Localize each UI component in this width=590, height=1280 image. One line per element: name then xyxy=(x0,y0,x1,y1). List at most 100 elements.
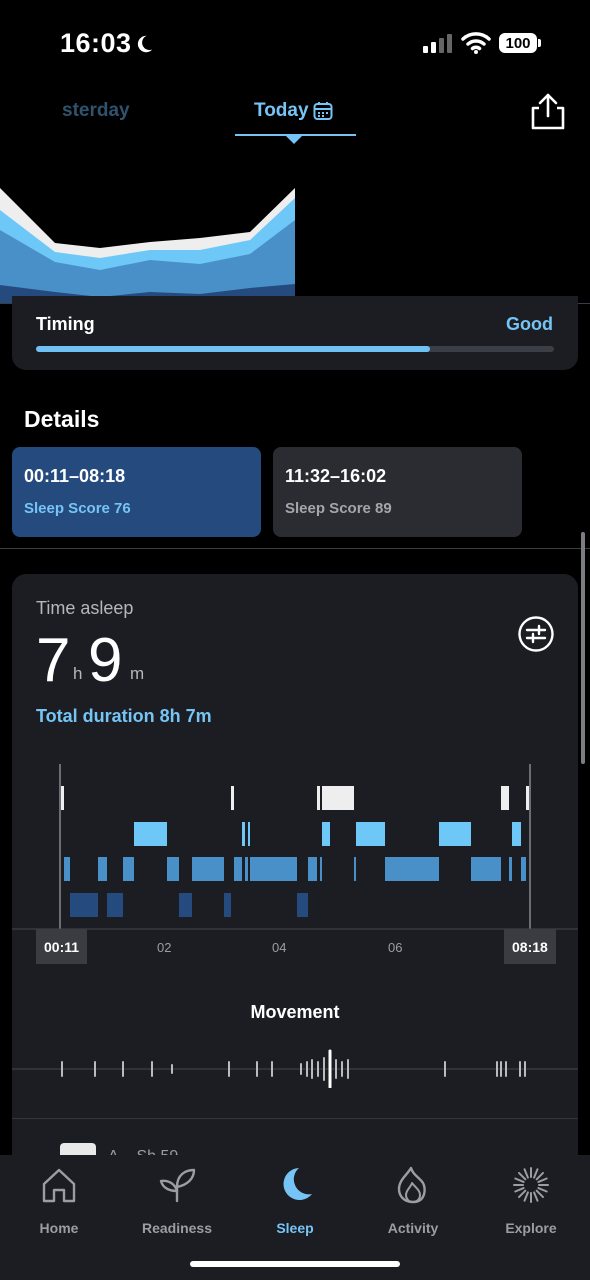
movement-chart xyxy=(12,1049,578,1088)
hypnogram-awake-block xyxy=(317,786,320,810)
section-divider xyxy=(0,548,590,549)
burst-ray xyxy=(517,1171,527,1181)
hypnogram-awake-block xyxy=(60,786,64,810)
scrollbar[interactable] xyxy=(581,532,585,764)
hypnogram-light-block xyxy=(245,857,248,881)
share-icon[interactable] xyxy=(530,92,566,130)
tab-today[interactable]: Today xyxy=(254,100,309,121)
sleep-period-card[interactable]: 11:32–16:02 Sleep Score 89 xyxy=(273,447,522,537)
axis-tick-label: 02 xyxy=(157,940,172,955)
minutes-unit: m xyxy=(130,664,145,683)
flame-icon xyxy=(397,1166,426,1204)
hypnogram-light-block xyxy=(98,857,107,881)
wifi-icon xyxy=(461,32,491,54)
nav-activity-label: Activity xyxy=(387,1220,439,1236)
hypnogram-rem-block xyxy=(356,822,385,846)
signal-icon xyxy=(423,34,452,53)
hypnogram-deep-block xyxy=(107,893,123,917)
burst-ray xyxy=(523,1168,529,1179)
sleep-period-card[interactable]: 00:11–08:18 Sleep Score 76 xyxy=(12,447,261,537)
hours-value: 7 xyxy=(36,626,71,695)
nav-home-label: Home xyxy=(39,1220,79,1236)
burst-ray xyxy=(523,1191,529,1202)
hypnogram-deep-block xyxy=(297,893,308,917)
home-indicator[interactable] xyxy=(190,1261,400,1267)
hypnogram-chart xyxy=(12,764,578,930)
filter-settings-icon[interactable] xyxy=(517,615,555,653)
partial-list-text: A... Sh 59 xyxy=(108,1148,178,1156)
section-divider xyxy=(12,1118,578,1119)
hypnogram-light-block xyxy=(385,857,439,881)
burst-ray xyxy=(533,1191,539,1202)
hypnogram-light-block xyxy=(64,857,70,881)
time-asleep-card xyxy=(12,574,578,1194)
calendar-icon[interactable] xyxy=(313,101,333,121)
hypnogram-rem-block xyxy=(242,822,245,846)
hypnogram-awake-block xyxy=(501,786,509,810)
hypnogram-deep-block xyxy=(179,893,192,917)
timing-value: Good xyxy=(506,314,553,334)
hypnogram-light-block xyxy=(521,857,526,881)
sleep-trend-chart xyxy=(0,188,295,304)
hypnogram-light-block xyxy=(320,857,322,881)
status-time: 16:03 xyxy=(60,28,132,58)
minutes-value: 9 xyxy=(88,626,123,695)
moon-icon xyxy=(283,1168,312,1200)
trend-light-area xyxy=(0,220,295,304)
hours-unit: h xyxy=(73,664,83,683)
start-time-chip: 00:11 xyxy=(36,929,88,964)
hypnogram-awake-block xyxy=(330,786,354,810)
hypnogram-rem-block xyxy=(512,822,521,846)
hypnogram-awake-block xyxy=(526,786,530,810)
hypnogram-deep-block xyxy=(224,893,231,917)
battery-cap xyxy=(538,39,541,47)
hypnogram-rem-block xyxy=(322,822,330,846)
tab-underline xyxy=(235,134,356,136)
burst-ray xyxy=(535,1171,545,1181)
movement-title: Movement xyxy=(250,1002,340,1022)
period-range: 00:11–08:18 xyxy=(24,466,126,486)
burst-ray xyxy=(533,1168,539,1179)
hypnogram-light-block xyxy=(250,857,297,881)
hypnogram-light-block xyxy=(234,857,242,881)
burst-icon xyxy=(513,1167,549,1203)
timing-progress-track xyxy=(36,346,554,352)
total-duration: Total duration 8h 7m xyxy=(36,706,212,726)
hypnogram-rem-block xyxy=(439,822,471,846)
burst-ray xyxy=(537,1187,548,1193)
hypnogram-light-block xyxy=(192,857,224,881)
tab-yesterday[interactable]: sterday xyxy=(62,100,130,121)
hypnogram-awake-block xyxy=(231,786,234,810)
hypnogram-deep-block xyxy=(70,893,98,917)
hypnogram-light-block xyxy=(123,857,134,881)
nav-sleep-label: Sleep xyxy=(276,1220,314,1236)
axis-tick-label: 06 xyxy=(388,940,403,955)
burst-ray xyxy=(517,1189,527,1199)
axis-tick-label: 04 xyxy=(272,940,287,955)
home-icon xyxy=(42,1168,76,1203)
hypnogram-awake-block xyxy=(322,786,330,810)
tab-caret xyxy=(286,136,302,144)
hypnogram-light-block xyxy=(308,857,317,881)
bottom-navigation: Home Readiness Sleep Activity Explore xyxy=(0,1155,590,1280)
details-title: Details xyxy=(24,406,100,432)
burst-ray xyxy=(514,1187,525,1193)
period-score: Sleep Score 76 xyxy=(24,500,131,517)
timing-progress-fill xyxy=(36,346,430,352)
nav-explore-label: Explore xyxy=(505,1220,557,1236)
timing-card[interactable] xyxy=(12,296,578,370)
period-score: Sleep Score 89 xyxy=(285,500,392,517)
hypnogram-rem-block xyxy=(248,822,250,846)
hypnogram-light-block xyxy=(354,857,356,881)
moon-icon xyxy=(137,35,153,53)
hypnogram-rem-block xyxy=(134,822,167,846)
end-time-chip: 08:18 xyxy=(504,929,556,964)
hypnogram-light-block xyxy=(509,857,512,881)
hypnogram-light-block xyxy=(471,857,501,881)
battery-indicator: 100 xyxy=(499,33,537,53)
timing-label: Timing xyxy=(36,314,95,334)
time-asleep-label: Time asleep xyxy=(36,598,134,618)
burst-ray xyxy=(537,1177,548,1183)
burst-ray xyxy=(535,1189,545,1199)
nav-readiness-label: Readiness xyxy=(141,1220,213,1236)
